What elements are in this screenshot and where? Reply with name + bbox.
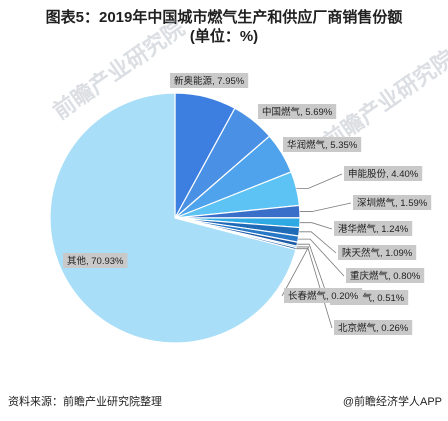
slice-label-box-11 bbox=[334, 320, 413, 335]
slice-label-box-3 bbox=[283, 137, 362, 152]
leader-line-5 bbox=[299, 202, 352, 212]
slice-label-4: 申能股份, 4.40% bbox=[348, 168, 419, 180]
slice-label-2: 中国燃气, 5.69% bbox=[262, 106, 333, 118]
chart-title: 图表5：2019年中国城市燃气生产和供应厂商销售份额 (单位：%) bbox=[0, 8, 448, 46]
slice-label-12: 其他, 70.93% bbox=[67, 255, 124, 267]
chart-title-line1: 图表5：2019年中国城市燃气生产和供应厂商销售份额 bbox=[45, 9, 403, 26]
slice-label-box-6 bbox=[334, 221, 413, 236]
slice-label-1: 新奥能源, 7.95% bbox=[174, 75, 245, 87]
slice-label-box-8 bbox=[346, 268, 425, 283]
slice-labels: 新奥能源, 7.95% 中国燃气, 5.69% 华润燃气, 5.35% 申能股份, 4… bbox=[63, 73, 432, 335]
slice-label-box-2 bbox=[258, 104, 337, 119]
slice-label-11: 北京燃气, 0.26% bbox=[338, 322, 409, 334]
pie-slice-12 bbox=[49, 92, 297, 344]
leader-line-10 bbox=[281, 246, 310, 297]
slice-label-8: 重庆燃气, 0.80% bbox=[350, 270, 421, 282]
leader-line-7 bbox=[299, 231, 337, 254]
slice-label-box-1 bbox=[170, 73, 249, 88]
slice-label-box-4 bbox=[344, 166, 423, 181]
source-note: 资料来源：前瞻产业研究院整理 bbox=[8, 396, 162, 408]
brand-note: @前瞻经济学人APP bbox=[342, 396, 442, 408]
slice-label-7: 陕天然气, 1.09% bbox=[342, 247, 413, 259]
slice-label-6: 港华燃气, 1.24% bbox=[338, 223, 409, 235]
slice-label-box-10 bbox=[284, 288, 363, 303]
slice-label-box-7 bbox=[338, 245, 417, 260]
leader-line-9 bbox=[297, 243, 329, 299]
leader-line-6 bbox=[299, 222, 333, 230]
slice-label-5: 深圳燃气, 1.59% bbox=[357, 197, 428, 209]
slice-label-box-12 bbox=[63, 253, 128, 268]
chart-title-line2: (单位：%) bbox=[189, 28, 259, 45]
slice-label-10: 长春燃气, 0.20% bbox=[288, 290, 359, 302]
slice-label-box-5 bbox=[353, 195, 432, 210]
leader-line-4 bbox=[296, 173, 343, 189]
leader-line-8 bbox=[298, 238, 345, 277]
slice-label-3: 华润燃气, 5.35% bbox=[287, 139, 358, 151]
pie-slices bbox=[49, 92, 301, 344]
